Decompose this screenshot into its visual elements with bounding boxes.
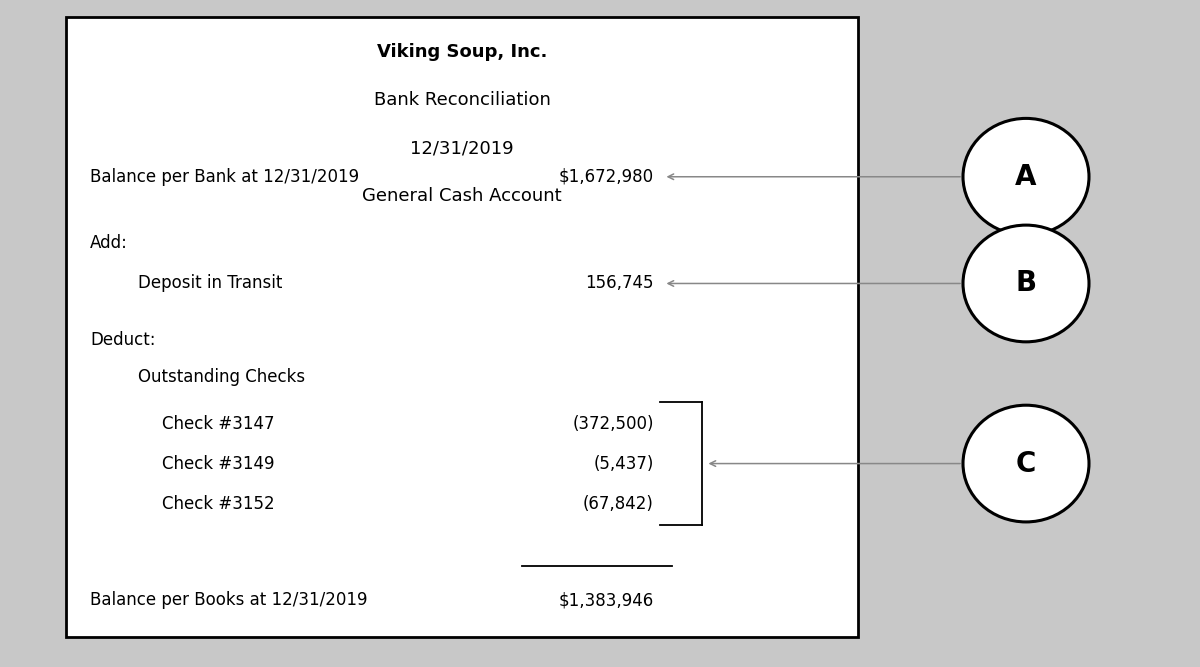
Text: Balance per Books at 12/31/2019: Balance per Books at 12/31/2019 (90, 592, 367, 609)
Text: 12/31/2019: 12/31/2019 (410, 139, 514, 157)
Text: Check #3147: Check #3147 (162, 415, 275, 432)
Text: C: C (1016, 450, 1036, 478)
Text: A: A (1015, 163, 1037, 191)
Text: Bank Reconciliation: Bank Reconciliation (373, 91, 551, 109)
Text: Add:: Add: (90, 235, 128, 252)
Text: (5,437): (5,437) (594, 455, 654, 472)
Text: 156,745: 156,745 (586, 275, 654, 292)
Text: $1,672,980: $1,672,980 (559, 168, 654, 185)
Text: B: B (1015, 269, 1037, 297)
FancyBboxPatch shape (66, 17, 858, 637)
Text: Check #3152: Check #3152 (162, 495, 275, 512)
Text: Deduct:: Deduct: (90, 331, 156, 349)
Ellipse shape (964, 405, 1090, 522)
Text: Balance per Bank at 12/31/2019: Balance per Bank at 12/31/2019 (90, 168, 359, 185)
Text: $1,383,946: $1,383,946 (559, 592, 654, 609)
Ellipse shape (964, 225, 1090, 342)
Ellipse shape (964, 119, 1090, 235)
Text: (67,842): (67,842) (583, 495, 654, 512)
Text: Viking Soup, Inc.: Viking Soup, Inc. (377, 43, 547, 61)
Text: Check #3149: Check #3149 (162, 455, 275, 472)
Text: General Cash Account: General Cash Account (362, 187, 562, 205)
Text: Deposit in Transit: Deposit in Transit (138, 275, 282, 292)
Text: Outstanding Checks: Outstanding Checks (138, 368, 305, 386)
Text: (372,500): (372,500) (572, 415, 654, 432)
